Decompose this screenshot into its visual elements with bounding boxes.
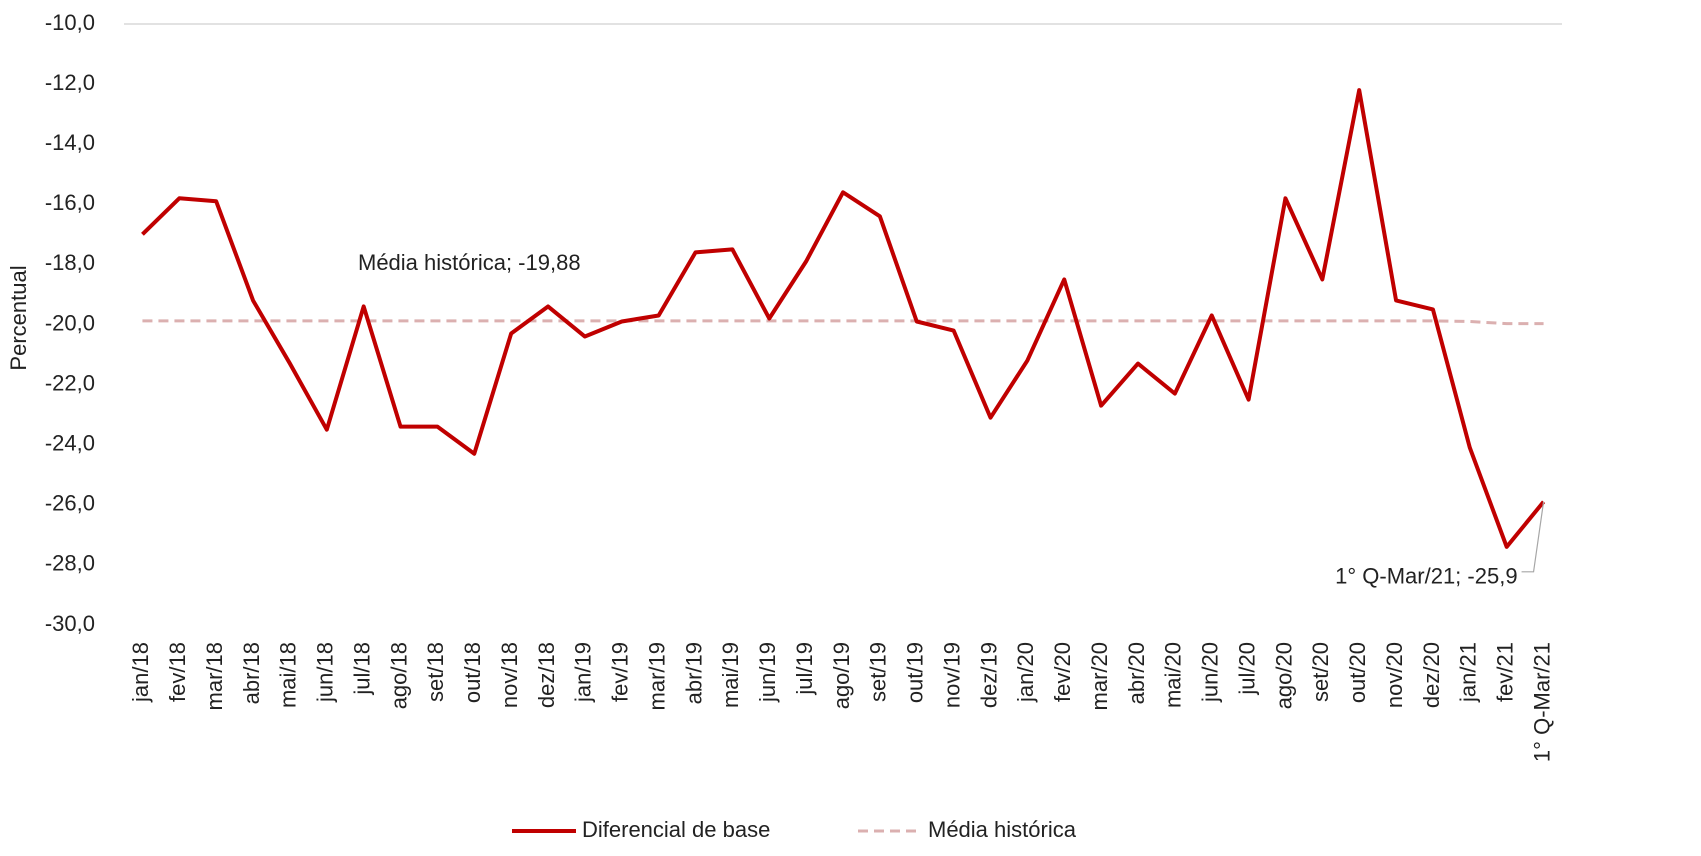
x-tick-label: out/18	[460, 642, 485, 703]
x-tick-label: mai/20	[1161, 642, 1186, 708]
y-tick-label: -18,0	[45, 250, 95, 275]
x-tick-label: fev/21	[1493, 642, 1518, 702]
x-tick-label: out/19	[903, 642, 928, 703]
legend-label: Diferencial de base	[582, 817, 770, 842]
x-tick-label: mai/19	[718, 642, 743, 708]
series-line	[142, 319, 1544, 326]
y-tick-label: -24,0	[45, 431, 95, 456]
x-tick-label: 1° Q-Mar/21	[1529, 642, 1554, 762]
x-tick-label: fev/19	[608, 642, 633, 702]
y-tick-label: -22,0	[45, 370, 95, 395]
x-tick-label: abr/20	[1124, 642, 1149, 704]
x-tick-label: jul/19	[792, 642, 817, 696]
x-tick-label: dez/20	[1419, 642, 1444, 708]
y-tick-label: -12,0	[45, 70, 95, 95]
annotation: Média histórica; -19,88	[358, 250, 581, 275]
y-tick-label: -30,0	[45, 611, 95, 636]
y-axis-label: Percentual	[6, 265, 31, 370]
x-tick-label: ago/20	[1271, 642, 1296, 709]
x-tick-label: ago/18	[386, 642, 411, 709]
x-tick-label: out/20	[1345, 642, 1370, 703]
y-tick-label: -26,0	[45, 491, 95, 516]
y-tick-label: -28,0	[45, 551, 95, 576]
x-tick-label: jul/20	[1234, 642, 1259, 696]
x-tick-label: abr/18	[239, 642, 264, 704]
y-tick-label: -16,0	[45, 190, 95, 215]
y-tick-label: -14,0	[45, 130, 95, 155]
x-tick-label: jun/20	[1198, 642, 1223, 703]
x-tick-label: fev/20	[1050, 642, 1075, 702]
x-tick-label: set/18	[423, 642, 448, 702]
x-tick-label: jan/21	[1456, 642, 1481, 703]
series-line	[141, 88, 1546, 549]
legend-label: Média histórica	[928, 817, 1077, 842]
x-tick-label: mar/20	[1087, 642, 1112, 710]
x-tick-label: nov/19	[939, 642, 964, 708]
x-tick-label: nov/20	[1382, 642, 1407, 708]
annotation: 1° Q-Mar/21; -25,9	[1335, 564, 1517, 589]
x-tick-label: set/19	[866, 642, 891, 702]
x-tick-label: dez/18	[534, 642, 559, 708]
x-tick-label: abr/19	[681, 642, 706, 704]
x-tick-label: jan/20	[1013, 642, 1038, 703]
y-tick-label: -20,0	[45, 310, 95, 335]
x-tick-label: dez/19	[976, 642, 1001, 708]
x-tick-label: set/20	[1308, 642, 1333, 702]
x-tick-label: mar/19	[644, 642, 669, 710]
x-tick-label: jun/18	[313, 642, 338, 703]
x-tick-label: fev/18	[165, 642, 190, 702]
annotation-leader	[1521, 501, 1545, 573]
x-tick-label: ago/19	[829, 642, 854, 709]
y-tick-label: -10,0	[45, 10, 95, 35]
x-tick-label: jun/19	[755, 642, 780, 703]
x-tick-label: nov/18	[497, 642, 522, 708]
x-tick-label: jan/18	[128, 642, 153, 703]
x-tick-label: mar/18	[202, 642, 227, 710]
x-tick-label: mai/18	[276, 642, 301, 708]
x-tick-label: jan/19	[571, 642, 596, 703]
x-tick-label: jul/18	[349, 642, 374, 696]
